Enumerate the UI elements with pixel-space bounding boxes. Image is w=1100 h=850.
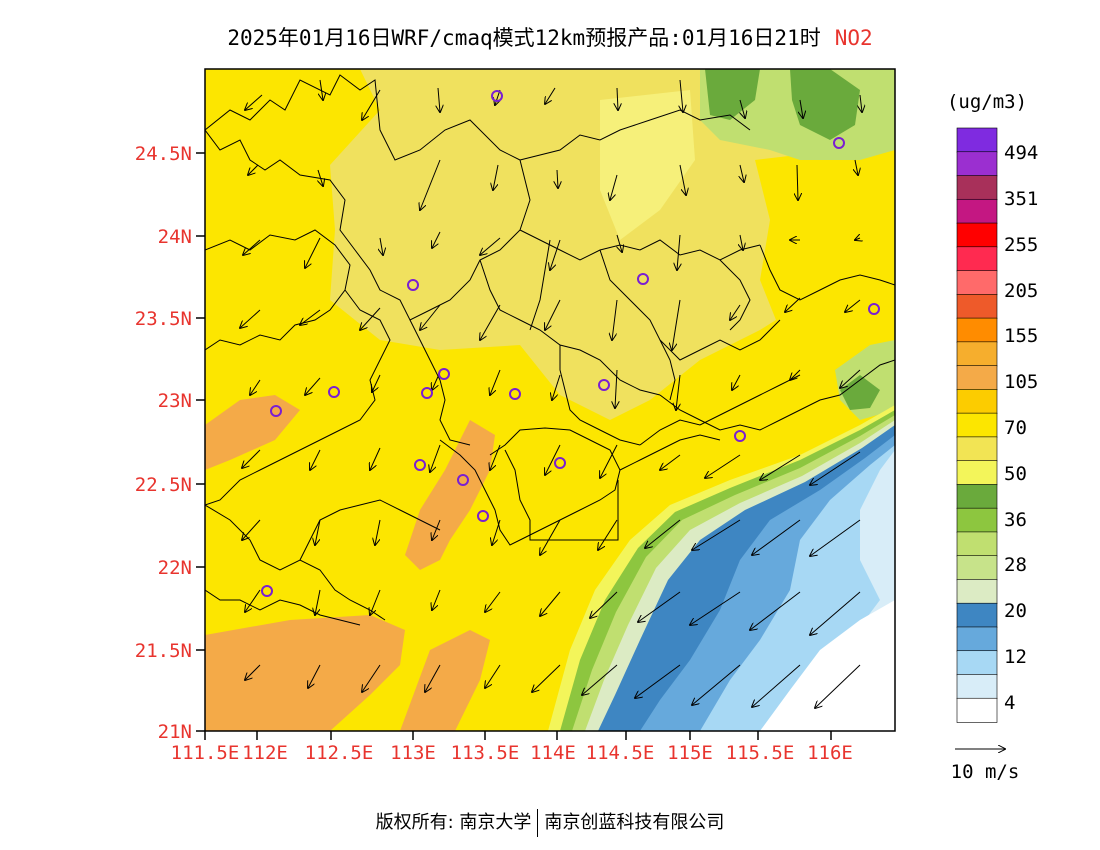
lat-label: 24.5N: [135, 143, 192, 165]
colorbar-label: 36: [1004, 509, 1027, 531]
colorbar-labels: 494 351 255 205 155 105 70 50 36 28 20 1…: [1004, 142, 1038, 714]
wind-vectors: [240, 79, 862, 708]
lat-label: 24N: [158, 226, 192, 248]
lon-label: 115E: [667, 742, 713, 764]
colorbar-label: 20: [1004, 600, 1027, 622]
copyright-owner: 版权所有: 南京大学: [375, 812, 532, 833]
station-markers: [261, 90, 880, 597]
colorbar-swatch: [956, 460, 998, 486]
colorbar-swatch: [956, 365, 998, 391]
colorbar-swatch: [956, 198, 998, 224]
colorbar-swatch: [956, 555, 998, 581]
colorbar-swatch: [956, 246, 998, 272]
pollutant-label: NO2: [834, 26, 873, 50]
colorbar-swatch: [956, 175, 998, 201]
colorbar-swatch: [956, 436, 998, 462]
footer-credits: 版权所有: 南京大学 南京创蓝科技有限公司: [0, 808, 1100, 837]
colorbar-unit: (ug/m3): [947, 91, 1027, 113]
colorbar-swatch: [956, 602, 998, 628]
field-orange-pearl: [405, 420, 495, 570]
colorbar-label: 105: [1004, 371, 1038, 393]
colorbar-swatch: [956, 626, 998, 652]
colorbar-swatch: [956, 389, 998, 414]
lat-label: 22.5N: [135, 474, 192, 496]
field-green-ne-dark2: [790, 69, 860, 140]
colorbar-label: 12: [1004, 646, 1027, 668]
lat-label: 23N: [158, 390, 192, 412]
colorbar-swatch: [956, 222, 998, 248]
wind-scale: 10 m/s: [951, 749, 1020, 783]
field-pale-band: [600, 90, 695, 240]
field-open-sea-white: [760, 600, 895, 731]
colorbar-swatch: [956, 317, 998, 343]
longitude-labels: 111.5E 112E 112.5E 113E 113.5E 114E 114.…: [171, 742, 853, 764]
colorbar-swatch: [956, 270, 998, 296]
field-orange-west: [205, 395, 300, 470]
colorbar-swatch: [956, 127, 998, 153]
lon-label: 114E: [530, 742, 576, 764]
wind-scale-label: 10 m/s: [951, 761, 1020, 783]
colorbar-label: 351: [1004, 188, 1038, 210]
lat-label: 21N: [158, 721, 192, 743]
colorbar-label: 205: [1004, 280, 1038, 302]
field-green-ne-dark: [705, 69, 760, 120]
colorbar-swatch: [956, 484, 998, 509]
lon-label: 113.5E: [451, 742, 520, 764]
lon-label: 113E: [390, 742, 436, 764]
colorbar-label: 155: [1004, 325, 1038, 347]
lon-label: 114.5E: [586, 742, 655, 764]
lat-label: 23.5N: [135, 308, 192, 330]
colorbar-swatch: [956, 697, 998, 723]
colorbar-label: 28: [1004, 554, 1027, 576]
field-yellow-east: [755, 140, 895, 330]
field-yellow-west: [205, 69, 350, 250]
lat-label: 21.5N: [135, 640, 192, 662]
footer-divider: [537, 809, 539, 837]
latitude-labels: 24.5N 24N 23.5N 23N 22.5N 22N 21.5N 21N: [135, 143, 192, 743]
colorbar-swatch: [956, 412, 998, 438]
colorbar-label: 50: [1004, 463, 1027, 485]
company-name: 南京创蓝科技有限公司: [544, 812, 725, 833]
colorbar-label: 70: [1004, 417, 1027, 439]
field-green-east-dark: [840, 375, 880, 410]
colorbar-label: 255: [1004, 234, 1038, 256]
colorbar-swatch: [956, 151, 998, 177]
colorbar-label: 4: [1004, 692, 1015, 714]
colorbar-label: 494: [1004, 142, 1038, 164]
colorbar-swatch: [956, 531, 998, 557]
lon-label: 115.5E: [726, 742, 795, 764]
field-orange-southwest: [205, 615, 405, 731]
colorbar-swatch: [956, 650, 998, 676]
colorbar-swatch: [956, 341, 998, 367]
title-main: 2025年01月16日WRF/cmaq模式12km预报产品:01月16日21时: [227, 26, 821, 50]
colorbar-swatch: [956, 507, 998, 533]
lon-label: 112.5E: [305, 742, 374, 764]
lat-label: 22N: [158, 557, 192, 579]
colorbar-swatch: [956, 579, 998, 605]
colorbar-swatch: [956, 674, 998, 700]
concentration-field: [205, 69, 895, 731]
colorbar-swatch: [956, 294, 998, 319]
field-orange-south: [400, 630, 490, 731]
lon-label: 111.5E: [171, 742, 240, 764]
lon-label: 112E: [242, 742, 288, 764]
axis-ticks: [196, 152, 832, 740]
lon-label: 116E: [807, 742, 853, 764]
colorbar: [956, 127, 998, 723]
page-title: 2025年01月16日WRF/cmaq模式12km预报产品:01月16日21时 N…: [0, 22, 1100, 52]
